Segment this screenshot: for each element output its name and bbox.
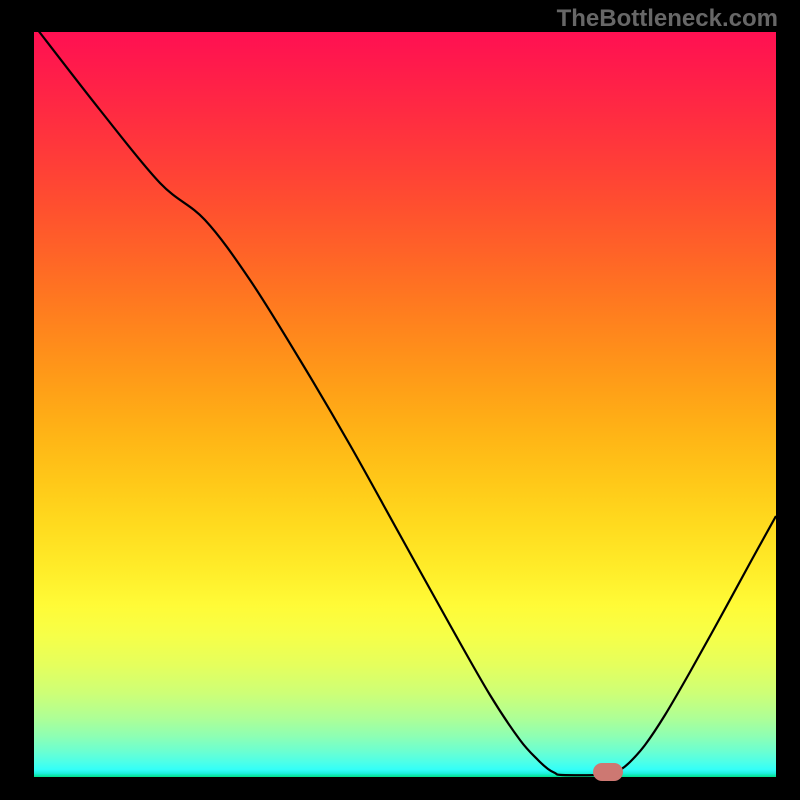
optimal-marker <box>593 763 623 781</box>
watermark-text: TheBottleneck.com <box>557 5 778 33</box>
bottleneck-curve <box>0 0 800 800</box>
chart-container: TheBottleneck.com <box>0 0 800 800</box>
